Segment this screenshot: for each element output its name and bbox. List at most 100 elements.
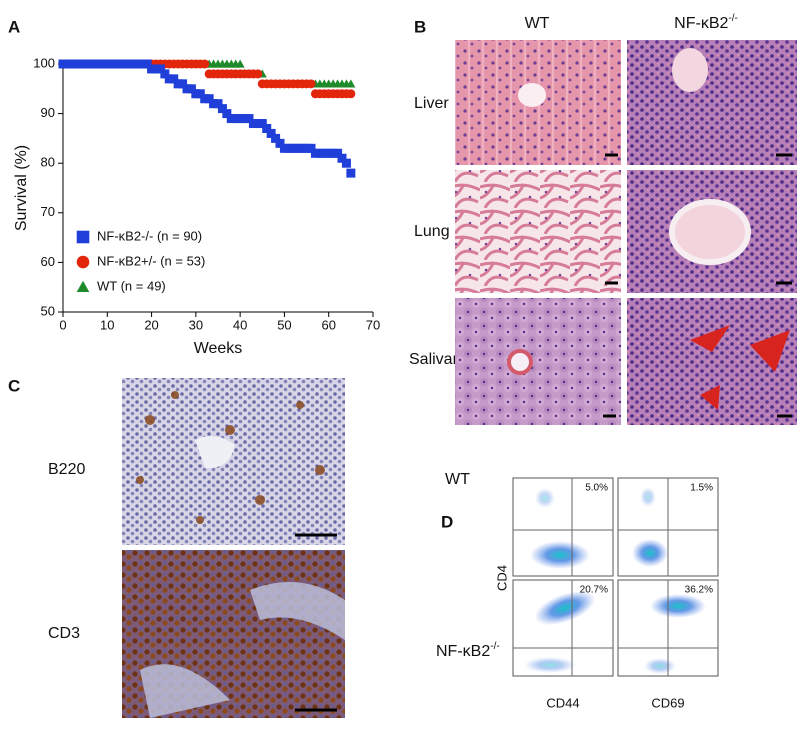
quadrant-percentage: 20.7% [580, 585, 608, 596]
label-text: NF-κB2 [436, 643, 490, 660]
cell-cloud [644, 658, 676, 674]
label-text: WT [445, 471, 470, 488]
marker-square [275, 138, 285, 148]
label-superscript: -/- [728, 13, 737, 24]
legend-marker [76, 255, 90, 269]
hemorrhage [690, 325, 790, 410]
x-tick-label: 60 [321, 317, 335, 332]
column-label: WT [525, 15, 550, 32]
legend: NF-κB2-/- (n = 90) NF-κB2+/- (n = 53) WT (… [76, 228, 205, 293]
column-label: NF-κB2-/- [674, 13, 738, 33]
x-tick-label: 20 [144, 317, 158, 332]
axis-label: CD4 [494, 565, 509, 591]
marker-square [244, 114, 254, 124]
row-label: Liver [414, 95, 449, 112]
marker-square [333, 148, 343, 158]
quadrant-percentage: 1.5% [690, 483, 713, 494]
x-tick-label: 40 [233, 317, 247, 332]
axis-label: CD69 [651, 695, 684, 710]
x-tick-label: 50 [277, 317, 291, 332]
marker-triangle [235, 59, 245, 68]
marker-square [222, 109, 232, 119]
micrograph-grid [455, 40, 797, 425]
y-tick-label: 90 [41, 105, 55, 120]
legend-label: WT (n = 49) [97, 278, 166, 293]
cell-cloud [640, 487, 656, 507]
marker-square [204, 94, 214, 104]
vessel [672, 48, 708, 92]
marker-square [213, 99, 223, 109]
legend-label: NF-κB2+/- (n = 53) [97, 253, 205, 268]
row-label: B220 [48, 461, 85, 478]
row-label: WT [445, 471, 470, 488]
row-label: CD3 [48, 625, 80, 642]
quadrant-percentage: 36.2% [685, 585, 713, 596]
x-tick-label: 70 [366, 317, 380, 332]
survival-plot: 50 60 70 80 90 100 0 10 20 30 40 50 60 70 Weeks Surviva… [13, 55, 380, 357]
panel-label: C [8, 376, 20, 395]
scale-bars [603, 153, 792, 418]
cell-cloud [534, 590, 596, 626]
marker-square [262, 123, 272, 133]
lumen [195, 436, 235, 469]
micrograph [627, 40, 797, 165]
axis-label: CD44 [546, 695, 579, 710]
marker-triangle [346, 79, 356, 88]
x-tick-label: 30 [189, 317, 203, 332]
flow-plots: 5.0% 1.5% 20.7% 36.2% [512, 477, 719, 677]
y-tick-label: 70 [41, 204, 55, 219]
legend-marker [76, 230, 90, 244]
marker-square [178, 79, 188, 89]
vessel [669, 199, 751, 265]
y-tick-label: 50 [41, 303, 55, 318]
x-tick-label: 0 [59, 317, 66, 332]
label-text: NF-κB2 [674, 15, 728, 32]
x-tick-label: 10 [100, 317, 114, 332]
marker-square [169, 74, 179, 84]
marker-circle [346, 89, 356, 99]
marker-square [195, 89, 205, 99]
cell-cloud [632, 539, 668, 567]
scale-bars [295, 533, 337, 712]
marker-square [341, 158, 351, 168]
marker-square [160, 69, 170, 79]
marker-square [257, 119, 267, 129]
marker-square [266, 128, 276, 138]
marker-square [155, 64, 165, 74]
legend-marker [76, 280, 90, 293]
marker-circle [200, 59, 210, 69]
panel-label: D [441, 512, 453, 531]
row-label: Lung [414, 223, 450, 240]
y-tick-label: 100 [33, 55, 55, 70]
legend-label: NF-κB2-/- (n = 90) [97, 228, 202, 243]
marker-square [337, 153, 347, 163]
row-label: Salivary [409, 351, 466, 368]
cell-cloud [524, 657, 576, 673]
row-label: NF-κB2-/- [436, 641, 500, 661]
marker-square [217, 104, 227, 114]
marker-square [186, 84, 196, 94]
micrograph [122, 378, 345, 545]
y-tick-label: 80 [41, 155, 55, 170]
micrograph [455, 170, 621, 293]
label-superscript: -/- [490, 641, 499, 652]
micrograph [455, 298, 621, 425]
x-axis-label: Weeks [194, 340, 243, 357]
cell-cloud [535, 488, 555, 508]
duct [507, 349, 533, 375]
marker-circle [306, 79, 316, 89]
y-tick-label: 60 [41, 254, 55, 269]
stained-cells [136, 391, 325, 524]
marker-square [306, 143, 316, 153]
panel-label: A [8, 17, 20, 36]
y-axis-label: Survival (%) [13, 145, 30, 231]
panel-label: B [414, 17, 426, 36]
quadrant-percentage: 5.0% [585, 483, 608, 494]
marker-square [271, 133, 281, 143]
vessel [518, 83, 546, 107]
cell-cloud [650, 594, 706, 618]
cell-cloud [530, 541, 590, 569]
marker-square [346, 168, 356, 178]
unstained-area [140, 582, 345, 718]
